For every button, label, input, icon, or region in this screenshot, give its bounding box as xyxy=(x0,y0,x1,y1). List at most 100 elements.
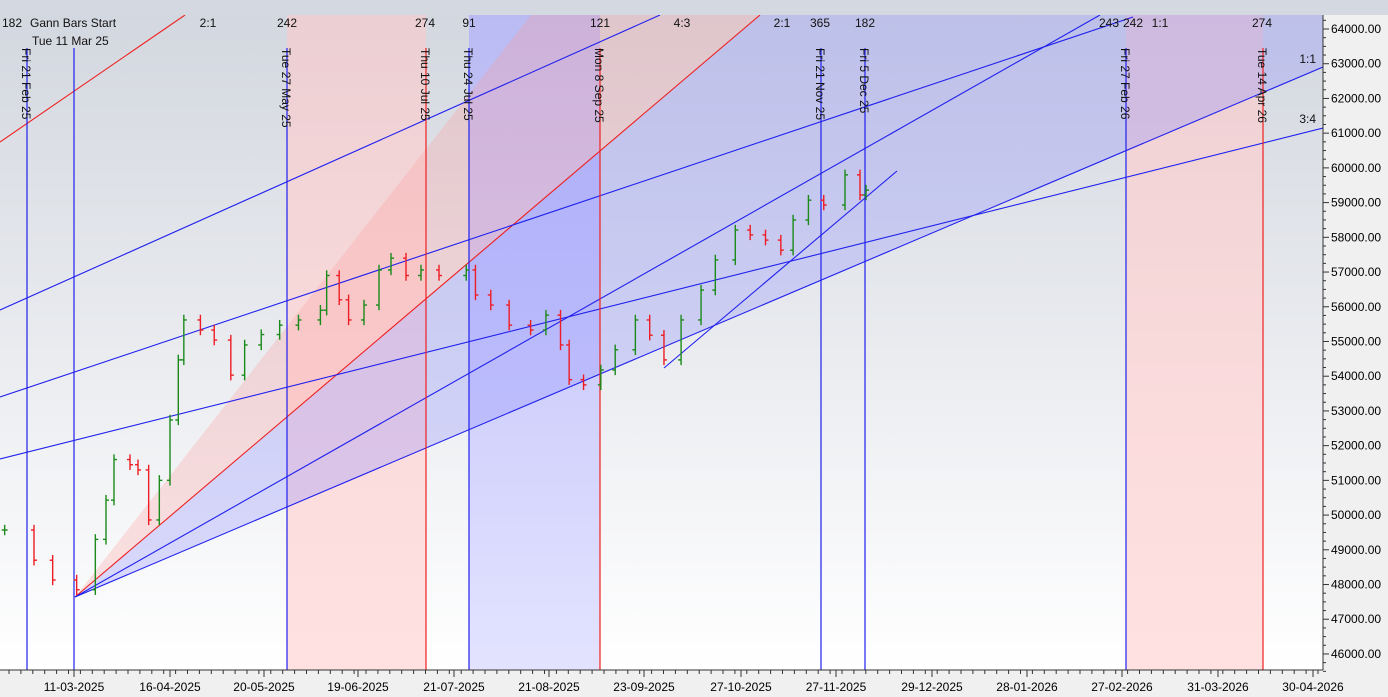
y-tick-label: 54000.00 xyxy=(1331,369,1381,383)
time-band-pink xyxy=(287,15,426,670)
price-bar xyxy=(820,194,827,211)
price-bar xyxy=(336,270,343,306)
x-tick-label: 28-01-2026 xyxy=(996,680,1058,694)
price-bar xyxy=(597,364,604,391)
price-bar xyxy=(31,524,37,566)
price-bar xyxy=(49,555,56,586)
price-bar xyxy=(805,194,812,226)
y-tick-label: 64000.00 xyxy=(1331,22,1381,36)
price-bar xyxy=(376,264,382,311)
y-tick-label: 51000.00 xyxy=(1331,473,1381,487)
price-bar xyxy=(156,475,163,526)
x-tick-label: 27-11-2025 xyxy=(806,680,867,694)
y-tick-label: 49000.00 xyxy=(1331,543,1381,557)
price-bar xyxy=(323,270,330,316)
x-tick-label: 30-04-2026 xyxy=(1282,680,1344,694)
time-line-label: Fri 5 Dec 25 xyxy=(857,48,871,114)
gann-start-title: Gann Bars Start xyxy=(30,16,117,30)
price-bar xyxy=(211,324,218,346)
price-bar xyxy=(127,454,133,470)
x-tick-label: 11-03-2025 xyxy=(44,680,105,694)
x-tick-label: 19-06-2025 xyxy=(327,680,389,694)
plot-area xyxy=(0,15,1323,670)
price-bar xyxy=(777,234,784,256)
gann-count-label: 274 xyxy=(415,16,435,30)
gann-line-parallel xyxy=(0,15,661,311)
price-bar xyxy=(678,314,685,366)
x-axis: 11-03-2025 16-04-2025 20-05-2025 19-06-2025… xyxy=(0,669,1344,694)
price-bar xyxy=(295,314,302,331)
price-bar xyxy=(472,264,479,301)
price-bar xyxy=(747,224,754,241)
gann-count-label: 1:1 xyxy=(1152,16,1169,30)
axis-background xyxy=(1323,15,1388,697)
price-bar xyxy=(103,494,109,545)
price-bar xyxy=(317,305,324,326)
price-bar xyxy=(135,459,141,476)
price-bar xyxy=(506,299,513,331)
price-bar xyxy=(527,319,534,336)
price-bar xyxy=(863,184,869,201)
price-bar xyxy=(842,169,848,211)
price-bar xyxy=(762,229,769,246)
price-bar xyxy=(361,299,367,326)
price-bar xyxy=(227,334,234,381)
gann-count-label: 242 xyxy=(277,16,297,30)
y-tick-label: 56000.00 xyxy=(1331,300,1381,314)
gann-start-date: Tue 11 Mar 25 xyxy=(32,34,109,48)
y-tick-label: 61000.00 xyxy=(1331,126,1381,140)
price-bar xyxy=(276,319,283,340)
time-line-label: Fri 21 Nov 25 xyxy=(813,48,827,120)
overlay-labels: Fri 21 Feb 25 Tue 27 May 25 Thu 10 Jul 25 T… xyxy=(2,16,1316,128)
price-bar xyxy=(73,574,80,595)
x-tick-label: 27-10-2025 xyxy=(710,680,772,694)
time-line-label: Tue 14 Apr 26 xyxy=(1255,48,1269,123)
time-band-blue xyxy=(469,15,600,670)
time-line-label: Tue 27 May 25 xyxy=(279,48,293,128)
y-tick-label: 46000.00 xyxy=(1331,647,1381,661)
y-tick-label: 60000.00 xyxy=(1331,161,1381,175)
price-bar xyxy=(436,264,442,281)
price-bar xyxy=(175,354,182,426)
gann-line-red-parallel xyxy=(0,15,186,143)
time-line-label: Thu 10 Jul 25 xyxy=(418,48,432,121)
x-tick-label: 21-07-2025 xyxy=(423,680,485,694)
price-bar xyxy=(732,224,739,266)
time-line-label: Thu 24 Jul 25 xyxy=(461,48,475,121)
gann-count-label: 182 xyxy=(855,16,875,30)
y-tick-label: 50000.00 xyxy=(1331,508,1381,522)
price-bar xyxy=(632,314,639,356)
price-bar xyxy=(580,374,587,391)
gann-count-label: 182 xyxy=(2,16,22,30)
price-bar xyxy=(418,264,424,281)
time-line-label: Mon 8 Sep 25 xyxy=(592,48,606,123)
price-bar xyxy=(258,329,265,351)
price-bar xyxy=(197,314,204,336)
price-bar xyxy=(1,524,8,536)
x-tick-label: 27-02-2026 xyxy=(1091,680,1153,694)
gann-line-3x4 xyxy=(0,127,1323,460)
x-tick-label: 20-05-2025 xyxy=(233,680,295,694)
gann-line-1x1 xyxy=(74,66,1323,598)
y-tick-label: 58000.00 xyxy=(1331,230,1381,244)
price-bar xyxy=(403,252,409,281)
y-tick-label: 59000.00 xyxy=(1331,196,1381,210)
x-tick-label: 31-03-2026 xyxy=(1187,680,1249,694)
gann-ratio-label: 3:4 xyxy=(1299,112,1316,126)
price-bar xyxy=(646,314,653,341)
time-line-label: Fri 27 Feb 26 xyxy=(1118,48,1132,120)
x-tick-label: 23-09-2025 xyxy=(613,680,675,694)
price-bar xyxy=(712,254,719,296)
y-axis: 46000.00 47000.00 48000.00 49000.00 50000.00… xyxy=(1322,15,1381,672)
gann-count-label: 91 xyxy=(462,16,476,30)
price-bar xyxy=(111,454,117,506)
price-bar xyxy=(345,294,352,326)
x-tick-label: 21-08-2025 xyxy=(518,680,580,694)
gann-count-label: 242 xyxy=(1123,16,1143,30)
price-bar xyxy=(167,414,173,486)
price-bar xyxy=(660,330,667,366)
gann-count-label: 365 xyxy=(810,16,830,30)
gann-count-label: 243 xyxy=(1099,16,1119,30)
gann-count-label: 4:3 xyxy=(674,16,691,30)
